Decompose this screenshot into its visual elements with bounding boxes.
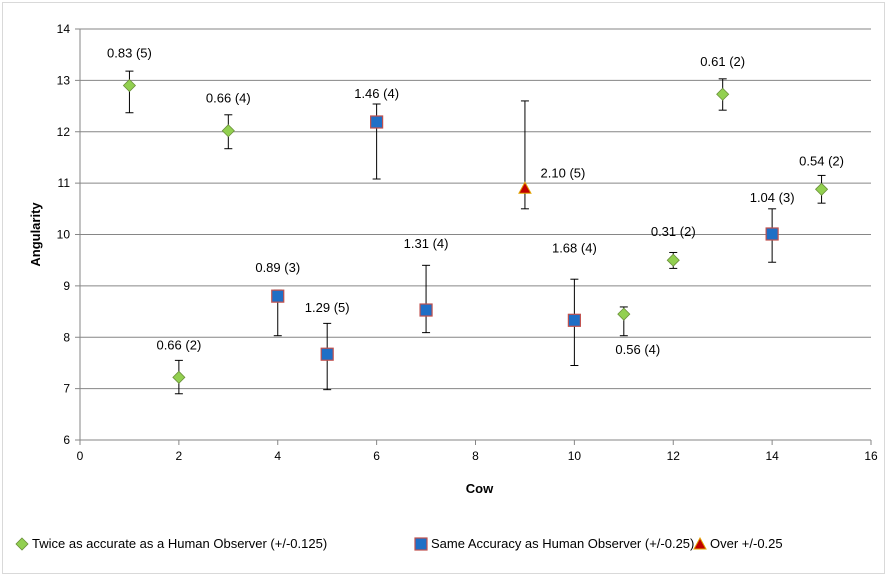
data-point-diamond	[172, 370, 186, 384]
data-label: 1.04 (3)	[750, 190, 795, 205]
legend-entry: Same Accuracy as Human Observer (+/-0.25…	[431, 536, 694, 551]
y-tick-label: 9	[63, 279, 70, 293]
legend-entry: Twice as accurate as a Human Observer (+…	[32, 536, 327, 551]
x-tick-label: 14	[765, 449, 779, 463]
data-label: 1.68 (4)	[552, 240, 597, 255]
data-label: 0.61 (2)	[700, 54, 745, 69]
data-point-diamond	[221, 124, 235, 138]
data-point-diamond	[122, 78, 137, 93]
y-axis-title: Angularity	[28, 202, 43, 267]
y-tick-label: 14	[57, 22, 71, 36]
legend-entry: Over +/-0.25	[710, 536, 783, 551]
data-point-diamond	[666, 253, 680, 267]
data-label: 0.56 (4)	[615, 342, 660, 357]
x-tick-label: 8	[472, 449, 479, 463]
data-label: 1.31 (4)	[404, 236, 449, 251]
data-label: 0.66 (4)	[206, 91, 251, 106]
data-label: 0.54 (2)	[799, 153, 844, 168]
data-label: 0.83 (5)	[107, 46, 152, 61]
y-tick-label: 10	[57, 228, 71, 242]
data-label: 0.31 (2)	[651, 224, 696, 239]
y-tick-label: 12	[57, 125, 71, 139]
data-label: 1.46 (4)	[354, 86, 399, 101]
y-tick-label: 8	[63, 330, 70, 344]
x-axis-title: Cow	[466, 481, 494, 496]
data-label: 2.10 (5)	[541, 165, 586, 180]
data-label: 1.29 (5)	[305, 300, 350, 315]
data-point-square	[271, 289, 285, 303]
data-point-diamond	[814, 182, 829, 196]
x-tick-label: 16	[864, 449, 878, 463]
legend-marker-diamond	[15, 537, 29, 551]
x-tick-label: 0	[77, 449, 84, 463]
y-tick-label: 11	[58, 176, 71, 190]
y-tick-label: 7	[63, 382, 70, 396]
x-tick-label: 2	[176, 449, 183, 463]
data-point-diamond	[617, 307, 631, 321]
x-tick-label: 4	[274, 449, 281, 463]
data-point-square	[567, 313, 581, 327]
data-label: 0.89 (3)	[255, 260, 300, 275]
data-point-square	[370, 115, 384, 129]
data-point-triangle	[518, 181, 532, 194]
y-tick-label: 13	[57, 73, 71, 87]
data-point-square	[320, 347, 334, 361]
data-point-diamond	[716, 87, 730, 101]
legend-marker-triangle	[693, 536, 707, 550]
data-label: 0.66 (2)	[156, 337, 201, 352]
x-tick-label: 10	[568, 449, 582, 463]
data-point-square	[419, 303, 433, 317]
legend-marker-square	[414, 537, 428, 551]
data-point-square	[765, 227, 779, 241]
y-tick-label: 6	[63, 433, 70, 447]
x-tick-label: 12	[667, 449, 681, 463]
x-tick-label: 6	[373, 449, 380, 463]
